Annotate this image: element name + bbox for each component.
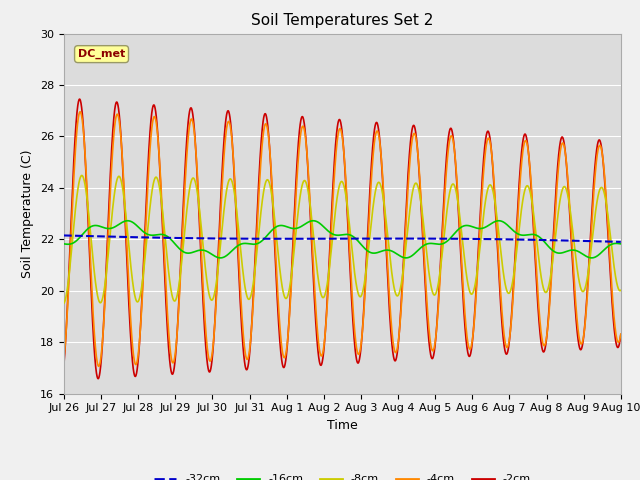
Legend: -32cm, -16cm, -8cm, -4cm, -2cm: -32cm, -16cm, -8cm, -4cm, -2cm (150, 470, 535, 480)
Title: Soil Temperatures Set 2: Soil Temperatures Set 2 (252, 13, 433, 28)
X-axis label: Time: Time (327, 419, 358, 432)
Text: DC_met: DC_met (78, 49, 125, 59)
Y-axis label: Soil Temperature (C): Soil Temperature (C) (22, 149, 35, 278)
